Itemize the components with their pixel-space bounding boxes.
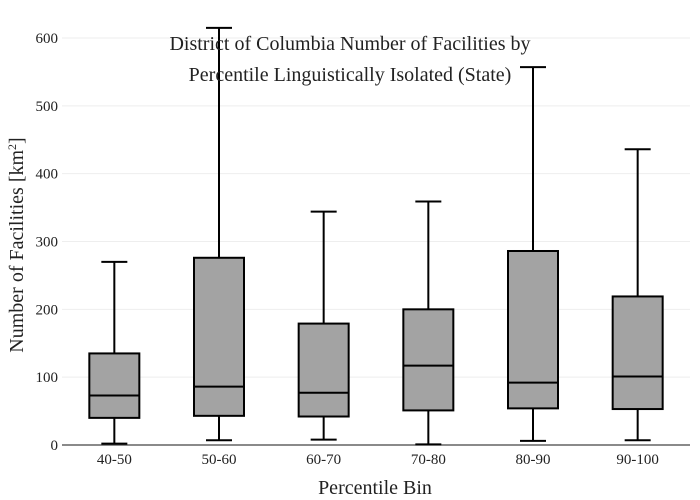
y-axis-title-close: ]: [6, 137, 28, 144]
box-60-70: [297, 210, 350, 441]
box-layer: [88, 26, 664, 446]
x-axis-title: Percentile Bin: [318, 477, 432, 499]
x-tick-label: 80-90: [516, 452, 551, 468]
iqr-box: [88, 352, 141, 419]
box-50-60: [193, 26, 245, 442]
x-tick-label: 50-60: [202, 452, 237, 468]
box-70-80: [402, 200, 455, 446]
y-tick-label: 0: [51, 438, 59, 454]
box-40-50: [88, 260, 141, 445]
y-tick-label: 400: [36, 167, 59, 183]
iqr-box: [297, 322, 350, 418]
y-axis-title: Number of Facilities [km2]: [5, 137, 28, 352]
box-90-100: [611, 148, 664, 442]
box-80-90: [507, 66, 559, 442]
x-tick-label: 90-100: [616, 452, 659, 468]
iqr-box: [507, 249, 559, 410]
y-axis-title-main: Number of Facilities [km: [6, 150, 28, 353]
x-tick-label: 70-80: [411, 452, 446, 468]
chart-title-line-1: District of Columbia Number of Facilitie…: [169, 33, 530, 55]
y-tick-label: 200: [36, 302, 59, 318]
axis-layer: 0 100 200 300 400 500 600 40-50 50-60 60-70 70-80 8…: [36, 31, 690, 468]
y-tick-label: 500: [36, 99, 59, 115]
y-tick-label: 100: [36, 370, 59, 386]
grid-layer: [62, 37, 690, 378]
iqr-box: [402, 308, 455, 412]
x-tick-label: 60-70: [306, 452, 341, 468]
iqr-box: [193, 256, 245, 417]
y-tick-label: 600: [36, 31, 59, 47]
y-axis-title-superscript: 2: [5, 144, 19, 150]
x-tick-label: 40-50: [97, 452, 132, 468]
y-tick-label: 300: [36, 235, 59, 251]
chart-title-line-2: Percentile Linguistically Isolated (Stat…: [189, 64, 512, 86]
iqr-box: [611, 295, 664, 411]
